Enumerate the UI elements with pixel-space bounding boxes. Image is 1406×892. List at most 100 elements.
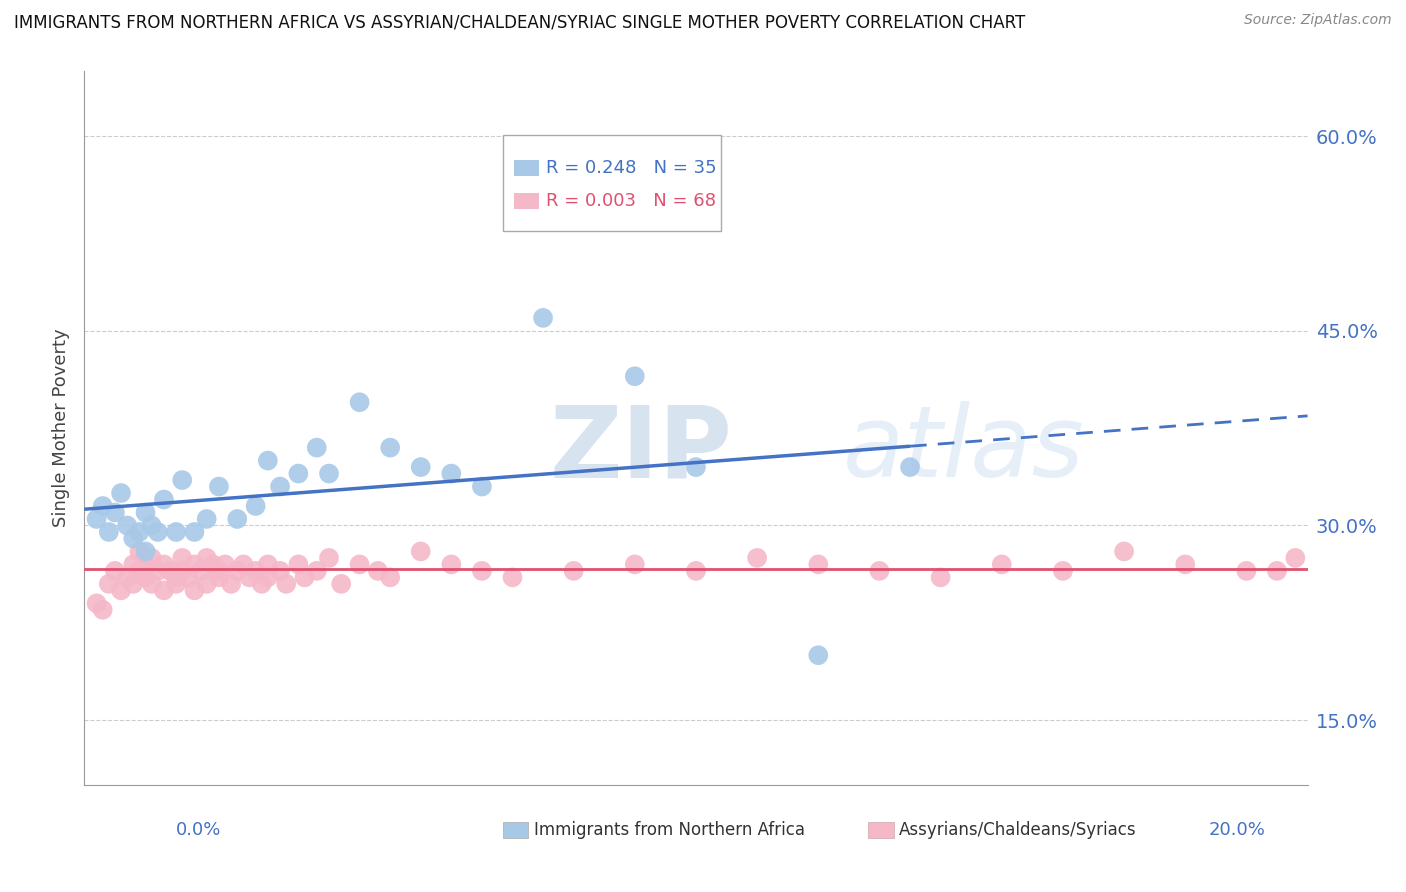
Point bbox=[190, 564, 212, 578]
Point bbox=[685, 460, 707, 475]
Point bbox=[305, 564, 328, 578]
Text: Immigrants from Northern Africa: Immigrants from Northern Africa bbox=[534, 822, 804, 839]
Point bbox=[349, 395, 371, 409]
Point bbox=[214, 558, 236, 572]
Point bbox=[135, 558, 157, 572]
Text: Assyrians/Chaldeans/Syriacs: Assyrians/Chaldeans/Syriacs bbox=[900, 822, 1137, 839]
Point bbox=[110, 486, 132, 500]
Point bbox=[238, 570, 260, 584]
Text: 20.0%: 20.0% bbox=[1209, 822, 1265, 839]
Point bbox=[104, 564, 127, 578]
Point bbox=[172, 564, 194, 578]
Point bbox=[1052, 564, 1074, 578]
Point bbox=[153, 583, 176, 598]
Point bbox=[294, 570, 316, 584]
Point bbox=[97, 577, 120, 591]
Text: ZIP: ZIP bbox=[550, 401, 733, 498]
Point bbox=[471, 479, 494, 493]
Point bbox=[898, 460, 921, 475]
Point bbox=[226, 512, 249, 526]
Point bbox=[257, 570, 280, 584]
Point bbox=[122, 558, 145, 572]
Text: R = 0.248   N = 35: R = 0.248 N = 35 bbox=[546, 160, 717, 178]
Point bbox=[747, 550, 769, 565]
Text: atlas: atlas bbox=[842, 401, 1084, 498]
Point bbox=[219, 577, 242, 591]
Point bbox=[305, 441, 328, 455]
Point bbox=[624, 558, 647, 572]
Point bbox=[201, 558, 224, 572]
Point bbox=[257, 453, 280, 467]
Point bbox=[531, 310, 554, 325]
Point bbox=[440, 558, 463, 572]
Text: Source: ZipAtlas.com: Source: ZipAtlas.com bbox=[1244, 13, 1392, 28]
Point bbox=[172, 550, 194, 565]
Point bbox=[245, 564, 267, 578]
Point bbox=[250, 577, 273, 591]
Point bbox=[183, 583, 205, 598]
Point bbox=[153, 558, 176, 572]
Point bbox=[165, 570, 187, 584]
Point bbox=[685, 564, 707, 578]
Point bbox=[128, 524, 150, 539]
Point bbox=[807, 648, 830, 663]
Point bbox=[135, 570, 157, 584]
Point bbox=[1174, 558, 1197, 572]
Point bbox=[146, 564, 169, 578]
Point bbox=[269, 564, 291, 578]
Point bbox=[195, 550, 218, 565]
Point bbox=[257, 558, 280, 572]
Point bbox=[318, 467, 340, 481]
Point bbox=[380, 441, 402, 455]
Point bbox=[502, 570, 524, 584]
Point bbox=[318, 550, 340, 565]
Point bbox=[165, 524, 187, 539]
Point bbox=[991, 558, 1014, 572]
Point bbox=[172, 473, 194, 487]
Point bbox=[869, 564, 891, 578]
Point bbox=[195, 512, 218, 526]
Point bbox=[276, 577, 298, 591]
Point bbox=[153, 492, 176, 507]
Point bbox=[110, 583, 132, 598]
Point bbox=[146, 524, 169, 539]
Point bbox=[471, 564, 494, 578]
Point bbox=[97, 524, 120, 539]
Point bbox=[409, 544, 432, 558]
Point bbox=[208, 570, 231, 584]
Point bbox=[135, 506, 157, 520]
Point bbox=[226, 564, 249, 578]
Point bbox=[183, 524, 205, 539]
Point bbox=[122, 577, 145, 591]
Point bbox=[1265, 564, 1288, 578]
Point bbox=[1284, 550, 1306, 565]
Point bbox=[349, 558, 371, 572]
Point bbox=[287, 467, 309, 481]
Point bbox=[807, 558, 830, 572]
Point bbox=[1236, 564, 1258, 578]
Point bbox=[104, 506, 127, 520]
Point bbox=[269, 479, 291, 493]
Point bbox=[183, 558, 205, 572]
Point bbox=[86, 596, 108, 610]
Point bbox=[128, 564, 150, 578]
Point bbox=[115, 570, 138, 584]
Point bbox=[232, 558, 254, 572]
Point bbox=[562, 564, 585, 578]
Point bbox=[86, 512, 108, 526]
Point bbox=[287, 558, 309, 572]
Point bbox=[141, 518, 163, 533]
Point bbox=[91, 499, 114, 513]
Point bbox=[141, 577, 163, 591]
Point bbox=[195, 577, 218, 591]
Text: R = 0.003   N = 68: R = 0.003 N = 68 bbox=[546, 193, 716, 211]
Point bbox=[115, 518, 138, 533]
Y-axis label: Single Mother Poverty: Single Mother Poverty bbox=[52, 329, 70, 527]
Point bbox=[135, 544, 157, 558]
Point bbox=[245, 499, 267, 513]
Point bbox=[440, 467, 463, 481]
Point bbox=[367, 564, 389, 578]
Point bbox=[122, 532, 145, 546]
Point bbox=[409, 460, 432, 475]
Point bbox=[165, 577, 187, 591]
